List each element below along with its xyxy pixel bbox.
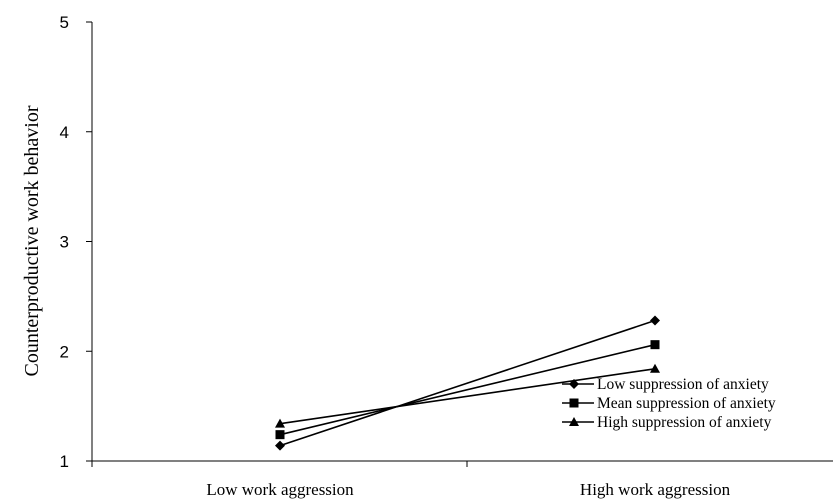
y-tick-labels: 1 2 3 4 5 — [60, 13, 92, 471]
y-tick-label: 4 — [60, 123, 69, 142]
series-triangle — [275, 363, 660, 428]
square-marker — [650, 340, 660, 350]
series-square — [275, 340, 660, 440]
y-tick-label: 5 — [60, 13, 69, 32]
legend-entry: Mean suppression of anxiety — [562, 395, 776, 412]
legend-label: Low suppression of anxiety — [597, 376, 769, 393]
legend-label: Mean suppression of anxiety — [597, 395, 776, 412]
square-marker — [569, 398, 579, 408]
diamond-marker — [569, 379, 579, 389]
legend: Low suppression of anxiety Mean suppressi… — [562, 376, 776, 431]
x-tick-label: Low work aggression — [206, 480, 354, 499]
triangle-marker — [569, 417, 579, 426]
series-lines — [275, 315, 660, 451]
triangle-marker — [650, 363, 660, 373]
square-marker — [275, 430, 285, 440]
x-tick-label: High work aggression — [580, 480, 731, 499]
y-tick-label: 2 — [60, 342, 69, 361]
x-tick-labels: Low work aggression High work aggression — [91, 461, 731, 499]
diamond-marker — [650, 315, 660, 326]
triangle-marker — [275, 418, 285, 428]
series-line — [279, 319, 656, 447]
diamond-marker — [275, 440, 285, 451]
y-tick-label: 3 — [60, 233, 69, 252]
series-line — [279, 368, 656, 425]
legend-entry: Low suppression of anxiety — [562, 376, 769, 393]
y-tick-label: 1 — [60, 452, 69, 471]
legend-entry: High suppression of anxiety — [562, 414, 772, 431]
series-line — [279, 343, 656, 436]
series-diamond — [275, 315, 660, 451]
legend-label: High suppression of anxiety — [597, 414, 772, 431]
y-axis-label: Counterproductive work behavior — [21, 105, 43, 376]
